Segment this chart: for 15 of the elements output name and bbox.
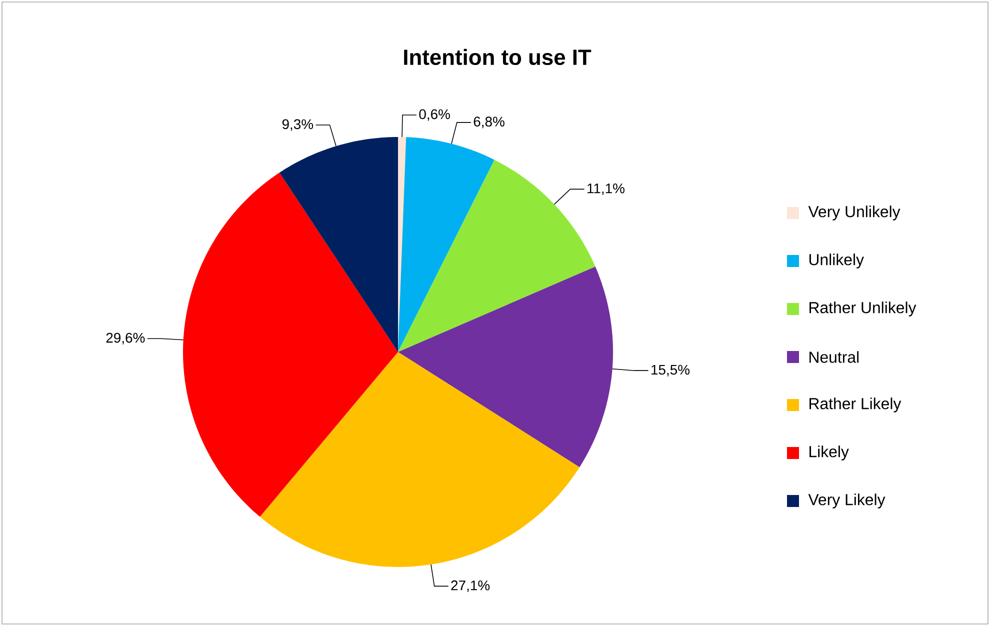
data-label: 9,3% — [282, 119, 314, 131]
data-label: 6,8% — [474, 116, 504, 128]
legend-label: Unlikely — [809, 254, 864, 268]
data-label: 27,1% — [451, 580, 490, 592]
chart-title: Intention to use IT — [404, 48, 592, 66]
legend-label: Rather Likely — [810, 398, 902, 412]
data-label: 11,1% — [588, 183, 624, 195]
data-label: 0,6% — [419, 109, 450, 121]
data-label: 15,5% — [652, 364, 690, 376]
legend-label: Very Unlikely — [808, 206, 900, 220]
legend-label: Very Likely — [808, 494, 886, 508]
legend-label: Rather Unlikely — [810, 302, 916, 316]
data-label: 29,6% — [106, 332, 145, 344]
legend-label: Neutral — [810, 351, 859, 363]
legend-label: Likely — [810, 446, 849, 460]
